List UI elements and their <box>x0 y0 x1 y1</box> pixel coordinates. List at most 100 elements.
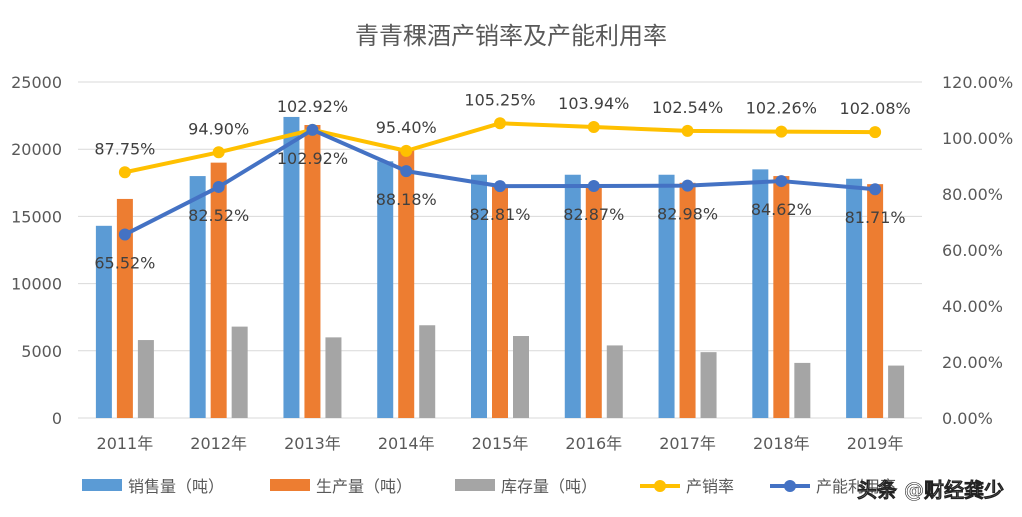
bar-series <box>95 116 905 419</box>
bar <box>325 337 342 418</box>
x-tick-label: 2019年 <box>847 434 904 453</box>
left-tick-label: 0 <box>52 409 62 428</box>
bar <box>398 149 415 418</box>
x-tick-label: 2016年 <box>565 434 622 453</box>
bar <box>658 174 675 418</box>
right-tick-label: 40.00% <box>942 297 1003 316</box>
legend-label: 产销率 <box>686 477 734 496</box>
data-label: 82.81% <box>469 205 530 224</box>
data-label: 87.75% <box>94 139 155 158</box>
line-marker <box>494 180 506 193</box>
right-tick-label: 20.00% <box>942 353 1003 372</box>
line-marker <box>306 123 319 136</box>
bar <box>700 352 717 418</box>
legend-label: 产能利用率 <box>816 477 896 496</box>
bar <box>283 116 300 418</box>
chart-title: 青青稞酒产销率及产能利用率 <box>355 22 667 50</box>
x-tick-label: 2018年 <box>753 434 810 453</box>
data-label: 84.62% <box>751 200 812 219</box>
line-marker <box>869 126 882 139</box>
bar <box>564 174 581 418</box>
bar <box>189 176 206 418</box>
x-axis: 2011年 2012年 2013年 2014年 2015年 2016年 2017年 2018年… <box>97 434 904 453</box>
right-axis: 0.00% 20.00% 40.00% 60.00% 80.00% 100.00% 120.… <box>942 73 1013 428</box>
x-tick-label: 2014年 <box>378 434 435 453</box>
bar <box>513 336 529 418</box>
legend-swatch <box>82 479 122 491</box>
bar <box>867 184 884 418</box>
left-tick-label: 5000 <box>21 342 62 361</box>
data-label: 82.98% <box>657 205 718 224</box>
bar <box>888 365 905 418</box>
bar <box>794 362 811 418</box>
line-marker <box>681 124 694 137</box>
data-label: 102.92% <box>277 97 348 116</box>
data-label: 105.25% <box>464 90 535 109</box>
bar <box>137 340 154 418</box>
bar <box>846 178 863 418</box>
right-tick-label: 0.00% <box>942 409 993 428</box>
bar <box>471 174 487 418</box>
left-tick-label: 25000 <box>11 73 62 92</box>
bar <box>585 185 602 418</box>
legend-label: 销售量（吨） <box>128 477 224 496</box>
right-tick-label: 80.00% <box>942 185 1003 204</box>
line-marker <box>775 175 788 188</box>
bar <box>304 125 321 419</box>
line-marker <box>212 146 225 159</box>
data-label: 81.71% <box>845 208 906 227</box>
bar <box>116 198 133 418</box>
x-tick-label: 2013年 <box>284 434 341 453</box>
legend-marker <box>784 480 796 492</box>
bar <box>95 225 112 418</box>
data-label: 94.90% <box>188 119 249 138</box>
right-tick-label: 120.00% <box>942 73 1013 92</box>
data-label: 82.52% <box>188 206 249 225</box>
left-tick-label: 15000 <box>11 207 62 226</box>
bar <box>492 186 508 418</box>
line-series <box>118 117 882 241</box>
bar <box>679 182 696 418</box>
x-tick-label: 2017年 <box>659 434 716 453</box>
line-marker <box>118 166 131 179</box>
line-marker <box>400 144 413 157</box>
bar <box>773 176 790 418</box>
line-marker <box>681 179 694 192</box>
line-marker <box>212 180 225 193</box>
bar <box>377 161 394 418</box>
bar <box>752 169 769 418</box>
bar <box>606 345 623 418</box>
bar <box>419 325 436 418</box>
data-labels: 87.75% 94.90% 102.92% 95.40% 105.25% 103.94% 1… <box>94 90 910 272</box>
data-label: 102.26% <box>746 99 817 118</box>
line-marker <box>587 179 600 192</box>
legend-marker <box>654 480 666 492</box>
line-marker <box>587 120 600 133</box>
left-tick-label: 10000 <box>11 275 62 294</box>
x-tick-label: 2012年 <box>190 434 247 453</box>
data-label: 103.94% <box>558 94 629 113</box>
legend-swatch <box>455 479 495 491</box>
right-tick-label: 100.00% <box>942 129 1013 148</box>
line-marker <box>494 117 506 130</box>
x-tick-label: 2015年 <box>472 434 529 453</box>
legend-label: 生产量（吨） <box>316 477 412 496</box>
bar <box>210 162 227 418</box>
data-label: 102.54% <box>652 98 723 117</box>
data-label: 65.52% <box>94 254 155 273</box>
x-tick-label: 2011年 <box>97 434 154 453</box>
data-label: 102.92% <box>277 149 348 168</box>
line-marker <box>869 183 882 196</box>
legend-label: 库存量（吨） <box>501 477 597 496</box>
line-marker <box>400 165 413 178</box>
watermark: 头条 @财经龚少 <box>857 478 1004 502</box>
legend: 销售量（吨） 生产量（吨） 库存量（吨） 产销率 产能利用率 <box>82 477 896 496</box>
legend-swatch <box>270 479 310 491</box>
data-label: 88.18% <box>376 190 437 209</box>
bar <box>231 326 248 418</box>
line-marker <box>775 125 788 138</box>
line-marker <box>118 228 131 241</box>
data-label: 95.40% <box>376 118 437 137</box>
data-label: 82.87% <box>563 205 624 224</box>
